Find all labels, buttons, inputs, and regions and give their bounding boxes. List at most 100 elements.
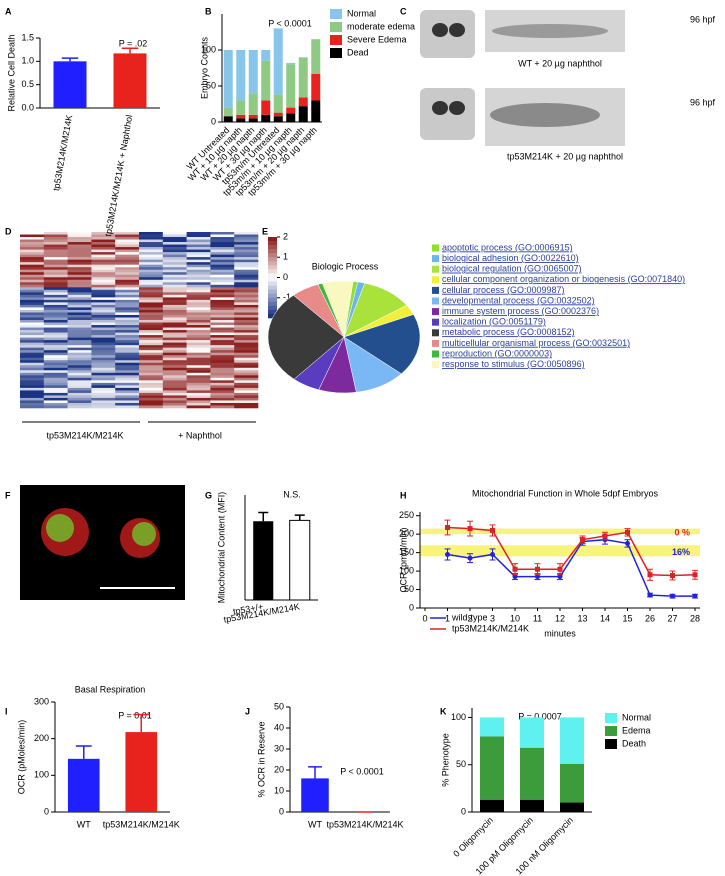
heatmap-cell bbox=[186, 370, 211, 374]
heatmap-cell bbox=[43, 377, 68, 381]
heatmap-cell bbox=[162, 252, 187, 255]
heatmap-cell bbox=[91, 257, 116, 260]
annotation: P < 0.0001 bbox=[340, 766, 384, 776]
heatmap-cell bbox=[115, 292, 140, 296]
y-tick-label: 200 bbox=[399, 529, 414, 539]
point bbox=[580, 537, 585, 543]
heatmap-cell bbox=[67, 397, 92, 401]
bar-segment bbox=[261, 100, 271, 115]
heatmap-cell bbox=[234, 347, 259, 351]
heatmap-cell bbox=[162, 345, 187, 348]
colorbar-step bbox=[268, 313, 277, 319]
heatmap-cell bbox=[20, 402, 45, 406]
panel-label: A bbox=[5, 6, 12, 16]
heatmap-cell bbox=[186, 332, 211, 336]
annotation: P = .02 bbox=[119, 38, 148, 48]
heatmap-cell bbox=[234, 405, 259, 409]
heatmap-cell bbox=[43, 335, 68, 338]
heatmap-cell bbox=[210, 360, 235, 364]
heatmap-cell bbox=[234, 322, 259, 326]
colorbar-step bbox=[268, 289, 277, 294]
heatmap-cell bbox=[139, 287, 164, 291]
heatmap-cell bbox=[210, 332, 235, 336]
heatmap-cell bbox=[20, 314, 45, 318]
heatmap-cell bbox=[43, 367, 68, 371]
embryo-body bbox=[490, 103, 600, 127]
heatmap-cell bbox=[20, 272, 45, 276]
heatmap-cell bbox=[20, 254, 45, 258]
bar-segment bbox=[273, 116, 283, 122]
x-tick-label: tp53M214K/M214K bbox=[326, 819, 403, 829]
colorbar-step bbox=[268, 261, 277, 266]
legend-label: wild-type bbox=[451, 612, 488, 622]
heatmap-cell bbox=[43, 317, 68, 321]
heatmap-cell bbox=[139, 317, 164, 321]
y-tick-label: 10 bbox=[274, 785, 284, 795]
heatmap-cell bbox=[186, 402, 211, 406]
heatmap-cell bbox=[210, 307, 235, 311]
heatmap-cell bbox=[139, 289, 164, 293]
heatmap-cell bbox=[210, 342, 235, 346]
heatmap-cell bbox=[139, 380, 164, 384]
heatmap-cell bbox=[67, 342, 92, 346]
heatmap-cell bbox=[162, 257, 187, 260]
heatmap-cell bbox=[115, 307, 140, 311]
heatmap-cell bbox=[115, 360, 140, 364]
heatmap-cell bbox=[115, 350, 140, 353]
heatmap-cell bbox=[162, 335, 187, 338]
heatmap-cell bbox=[162, 380, 187, 384]
heatmap-cell bbox=[234, 402, 259, 406]
heatmap-cell bbox=[162, 387, 187, 391]
heatmap-cell bbox=[162, 272, 187, 276]
heatmap-cell bbox=[139, 365, 164, 369]
heatmap-cell bbox=[234, 252, 259, 255]
heatmap-cell bbox=[186, 375, 211, 379]
y-tick-label: 250 bbox=[399, 510, 414, 520]
heatmap-cell bbox=[186, 390, 211, 394]
eye bbox=[449, 101, 465, 115]
colorbar-step bbox=[268, 309, 277, 315]
time-label: 96 hpf bbox=[690, 97, 716, 107]
heatmap-cell bbox=[67, 347, 92, 351]
y-tick-label: 50 bbox=[404, 584, 414, 594]
heatmap-cell bbox=[20, 352, 45, 356]
heatmap-cell bbox=[186, 400, 211, 404]
heatmap-cell bbox=[186, 377, 211, 381]
heatmap-cell bbox=[20, 239, 45, 243]
heatmap-cell bbox=[91, 382, 116, 386]
heatmap-cell bbox=[210, 272, 235, 276]
heatmap-cell bbox=[43, 299, 68, 303]
heatmap-cell bbox=[91, 242, 116, 245]
heatmap-cell bbox=[186, 314, 211, 318]
bar-segment bbox=[298, 57, 308, 98]
heatmap-cell bbox=[162, 405, 187, 409]
heatmap-cell bbox=[43, 352, 68, 356]
heatmap-cell bbox=[67, 390, 92, 394]
legend-label: moderate edema bbox=[347, 21, 415, 31]
legend-label: Edema bbox=[622, 725, 651, 735]
group-label: + Naphthol bbox=[178, 430, 222, 440]
heatmap-cell bbox=[91, 234, 116, 238]
heatmap-cell bbox=[162, 239, 187, 243]
heatmap-cell bbox=[20, 377, 45, 381]
annotation: P = 0.0007 bbox=[518, 711, 562, 721]
heatmap-cell bbox=[210, 392, 235, 396]
heatmap-cell bbox=[162, 247, 187, 250]
heatmap-cell bbox=[20, 380, 45, 384]
heatmap-cell bbox=[234, 372, 259, 376]
heatmap-cell bbox=[186, 267, 211, 271]
heatmap-cell bbox=[115, 304, 140, 308]
legend-swatch bbox=[605, 739, 617, 749]
heatmap-cell bbox=[210, 294, 235, 298]
heatmap-cell bbox=[43, 242, 68, 245]
heatmap-cell bbox=[91, 387, 116, 391]
colorbar-step bbox=[268, 277, 277, 282]
heatmap-cell bbox=[115, 254, 140, 258]
heatmap-cell bbox=[20, 317, 45, 321]
legend-label: reproduction (GO:0000003) bbox=[442, 348, 552, 358]
heatmap-cell bbox=[67, 312, 92, 316]
heatmap-cell bbox=[234, 357, 259, 361]
point bbox=[535, 574, 540, 580]
heatmap-cell bbox=[20, 279, 45, 283]
heatmap-cell bbox=[139, 234, 164, 238]
